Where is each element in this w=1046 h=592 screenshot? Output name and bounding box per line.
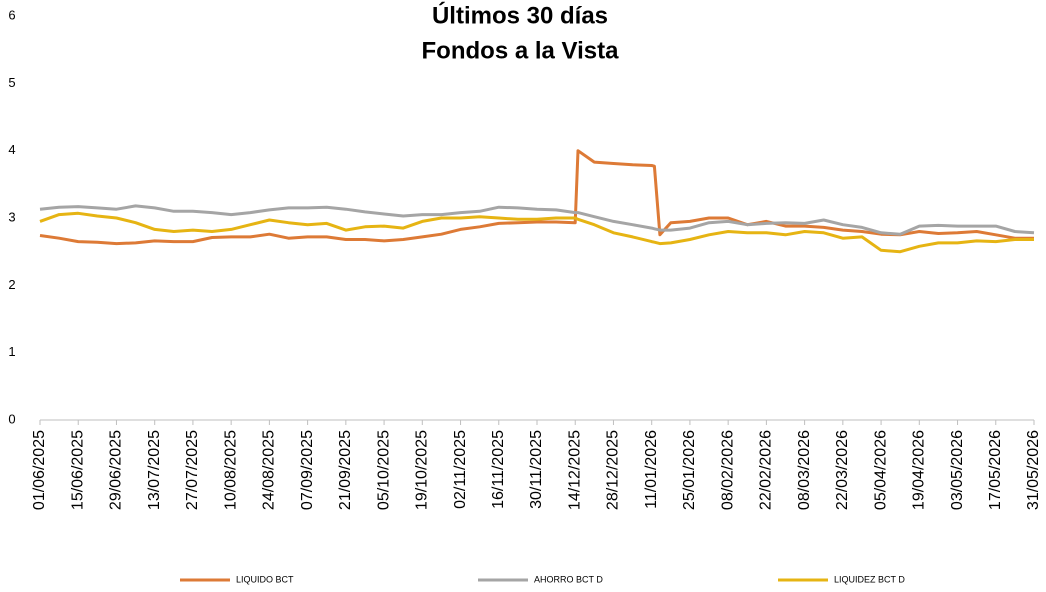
legend-label: LIQUIDO BCT — [236, 574, 294, 584]
chart-subtitle: Fondos a la Vista — [422, 37, 620, 64]
legend-label: AHORRO BCT D — [534, 574, 603, 584]
x-tick-label: 07/09/2025 — [299, 430, 316, 510]
x-tick-label: 01/06/2025 — [31, 430, 48, 510]
x-tick-label: 19/04/2026 — [911, 430, 928, 510]
series-line — [39, 211, 1034, 254]
y-tick-label: 3 — [8, 209, 15, 224]
x-tick-label: 27/07/2025 — [184, 430, 201, 510]
x-tick-label: 16/11/2025 — [490, 430, 507, 509]
x-tick-label: 29/06/2025 — [108, 430, 125, 510]
y-tick-label: 5 — [8, 75, 15, 90]
legend-label: LIQUIDEZ BCT D — [834, 574, 905, 584]
x-tick-label: 14/12/2025 — [566, 430, 583, 510]
y-tick-label: 6 — [8, 7, 15, 22]
x-tick-label: 15/06/2025 — [69, 430, 86, 510]
x-tick-label: 03/05/2026 — [949, 430, 966, 510]
series-line — [39, 149, 1034, 246]
x-tick-label: 05/10/2025 — [375, 430, 392, 510]
x-tick-label: 10/08/2025 — [222, 430, 239, 510]
x-tick-label: 28/12/2025 — [605, 430, 622, 510]
x-tick-label: 24/08/2025 — [261, 430, 278, 510]
x-tick-label: 05/04/2026 — [872, 430, 889, 510]
x-tick-label: 19/10/2025 — [414, 430, 431, 510]
series-line — [39, 204, 1035, 236]
y-tick-label: 4 — [8, 142, 15, 157]
x-tick-label: 08/03/2026 — [796, 430, 813, 510]
x-tick-label: 22/03/2026 — [834, 430, 851, 510]
x-tick-label: 30/11/2025 — [528, 430, 545, 509]
x-tick-label: 13/07/2025 — [146, 430, 163, 510]
x-tick-label: 25/01/2026 — [681, 430, 698, 510]
y-tick-label: 2 — [8, 277, 15, 292]
chart-title: Últimos 30 días — [432, 1, 608, 29]
x-tick-label: 21/09/2025 — [337, 430, 354, 510]
x-tick-label: 02/11/2025 — [452, 430, 469, 509]
x-tick-label: 31/05/2026 — [1025, 430, 1042, 510]
y-tick-label: 1 — [8, 344, 15, 359]
x-tick-label: 17/05/2026 — [987, 430, 1004, 510]
x-tick-label: 22/02/2026 — [758, 430, 775, 510]
x-tick-label: 11/01/2026 — [643, 430, 660, 509]
y-tick-label: 0 — [8, 411, 15, 426]
x-tick-label: 08/02/2026 — [719, 430, 736, 510]
